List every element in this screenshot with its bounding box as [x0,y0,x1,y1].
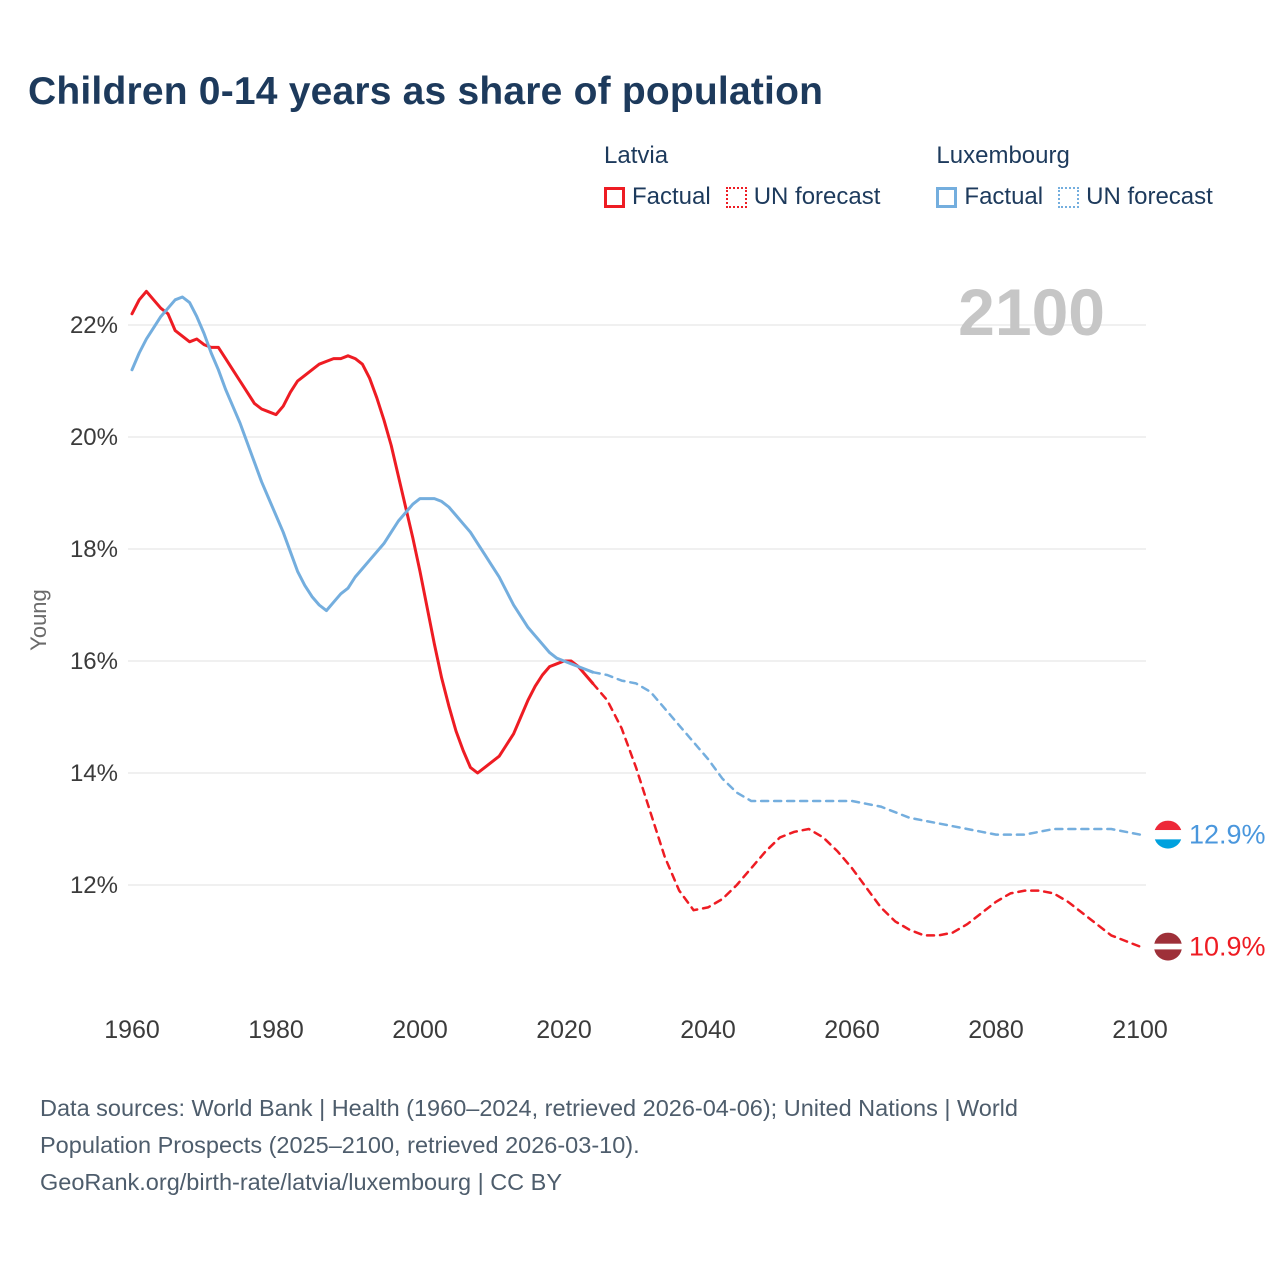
chart-title: Children 0-14 years as share of populati… [28,70,824,113]
legend-country-latvia: Latvia [604,142,669,169]
chart-legend: Latvia Factual UN forecast Luxembourg Fa… [604,142,1213,211]
source-url: GeoRank.org/birth-rate/latvia/luxembourg… [40,1169,563,1195]
luxembourg-factual-label: Factual [964,183,1044,210]
x-tick-label: 2060 [824,1016,880,1044]
x-tick-label: 2000 [392,1016,448,1044]
legend-country-luxembourg: Luxembourg [936,142,1070,169]
x-tick-label: 2100 [1112,1016,1168,1044]
latvia-factual-swatch-icon [604,186,625,208]
watermark-year: 2100 [958,275,1105,349]
latvia-end-value: 10.9% [1189,932,1266,962]
latvia-forecast-label: UN forecast [753,183,881,210]
luxembourg-forecast-label: UN forecast [1086,183,1213,210]
x-tick-label: 2020 [536,1016,592,1044]
y-tick-label: 22% [70,312,118,339]
x-tick-label: 2040 [680,1016,736,1044]
x-tick-label: 1980 [248,1016,304,1044]
x-tick-label: 2080 [968,1016,1024,1044]
latvia-forecast-swatch-icon [725,186,747,208]
y-tick-label: 14% [70,760,118,787]
y-tick-label: 16% [70,648,118,675]
latvia-factual-label: Factual [632,183,711,210]
luxembourg-flag-icon [1154,820,1182,849]
luxembourg-end-value: 12.9% [1189,820,1266,850]
luxembourg-factual-line [130,295,595,674]
legend-items-luxembourg: Factual UN forecast [936,183,1213,211]
y-tick-label: 20% [70,424,118,451]
latvia-flag-icon [1154,932,1182,961]
x-tick-label: 1960 [104,1016,160,1044]
y-tick-label: 12% [70,872,118,899]
legend-group-luxembourg: Luxembourg Factual UN forecast [936,142,1213,211]
latvia-factual-line [130,289,595,775]
legend-items-latvia: Factual UN forecast [604,183,880,211]
legend-group-latvia: Latvia Factual UN forecast [604,142,880,211]
y-tick-label: 18% [70,536,118,563]
luxembourg-factual-swatch-icon [936,186,958,208]
source-line-2: Population Prospects (2025–2100, retriev… [40,1132,640,1158]
line-chart: 12% 14% 16% 18% 20% 22% 1960 1980 2000 2020 2040 20… [26,275,1266,1044]
latvia-forecast-line [591,682,1142,948]
luxembourg-forecast-line [591,670,1142,836]
source-attribution: Data sources: World Bank | Health (1960–… [40,1090,1018,1201]
source-line-1: Data sources: World Bank | Health (1960–… [40,1095,1018,1121]
y-axis-title: Young [26,589,51,651]
luxembourg-forecast-swatch-icon [1058,186,1080,208]
